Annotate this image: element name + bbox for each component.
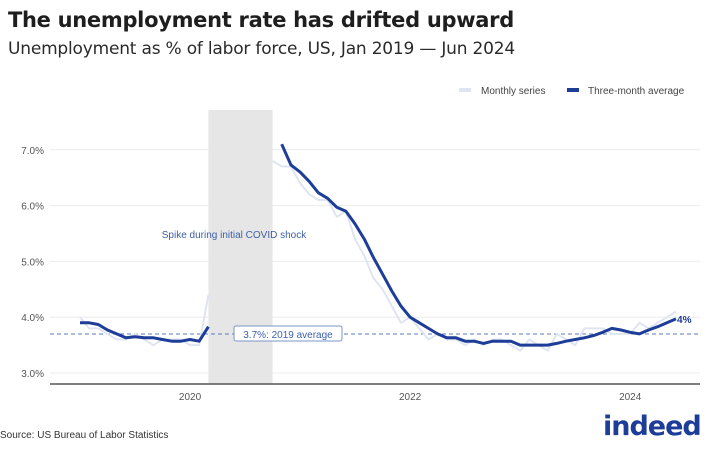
- monthly-series-line: [79, 160, 677, 352]
- x-tick-label: 2020: [179, 392, 202, 403]
- legend-label-monthly: Monthly series: [481, 86, 545, 97]
- legend-swatch-monthly: [459, 88, 471, 92]
- covid-shaded-region: [208, 110, 273, 384]
- y-tick-label: 5.0%: [21, 257, 44, 268]
- x-tick-label: 2022: [399, 392, 422, 403]
- y-tick-label: 6.0%: [21, 202, 44, 213]
- y-tick-label: 4.0%: [21, 313, 44, 324]
- covid-annotation: Spike during initial COVID shock: [162, 230, 308, 241]
- chart-title: The unemployment rate has drifted upward: [8, 8, 514, 32]
- three-month-average-line: [80, 143, 677, 347]
- indeed-logo: indeed: [603, 411, 702, 442]
- legend-swatch-average: [567, 88, 579, 92]
- x-tick-label: 2024: [619, 392, 642, 403]
- source-note: Source: US Bureau of Labor Statistics: [0, 430, 169, 441]
- end-value-label: 4%: [677, 315, 692, 326]
- reference-label-box: [233, 325, 343, 342]
- legend-label-average: Three-month average: [588, 86, 685, 97]
- reference-label: 3.7%: 2019 average: [243, 330, 333, 341]
- chart-subtitle: Unemployment as % of labor force, US, Ja…: [8, 39, 515, 59]
- y-tick-label: 3.0%: [21, 369, 44, 380]
- y-tick-label: 7.0%: [21, 146, 44, 157]
- legend: Monthly series Three-month average: [459, 86, 685, 97]
